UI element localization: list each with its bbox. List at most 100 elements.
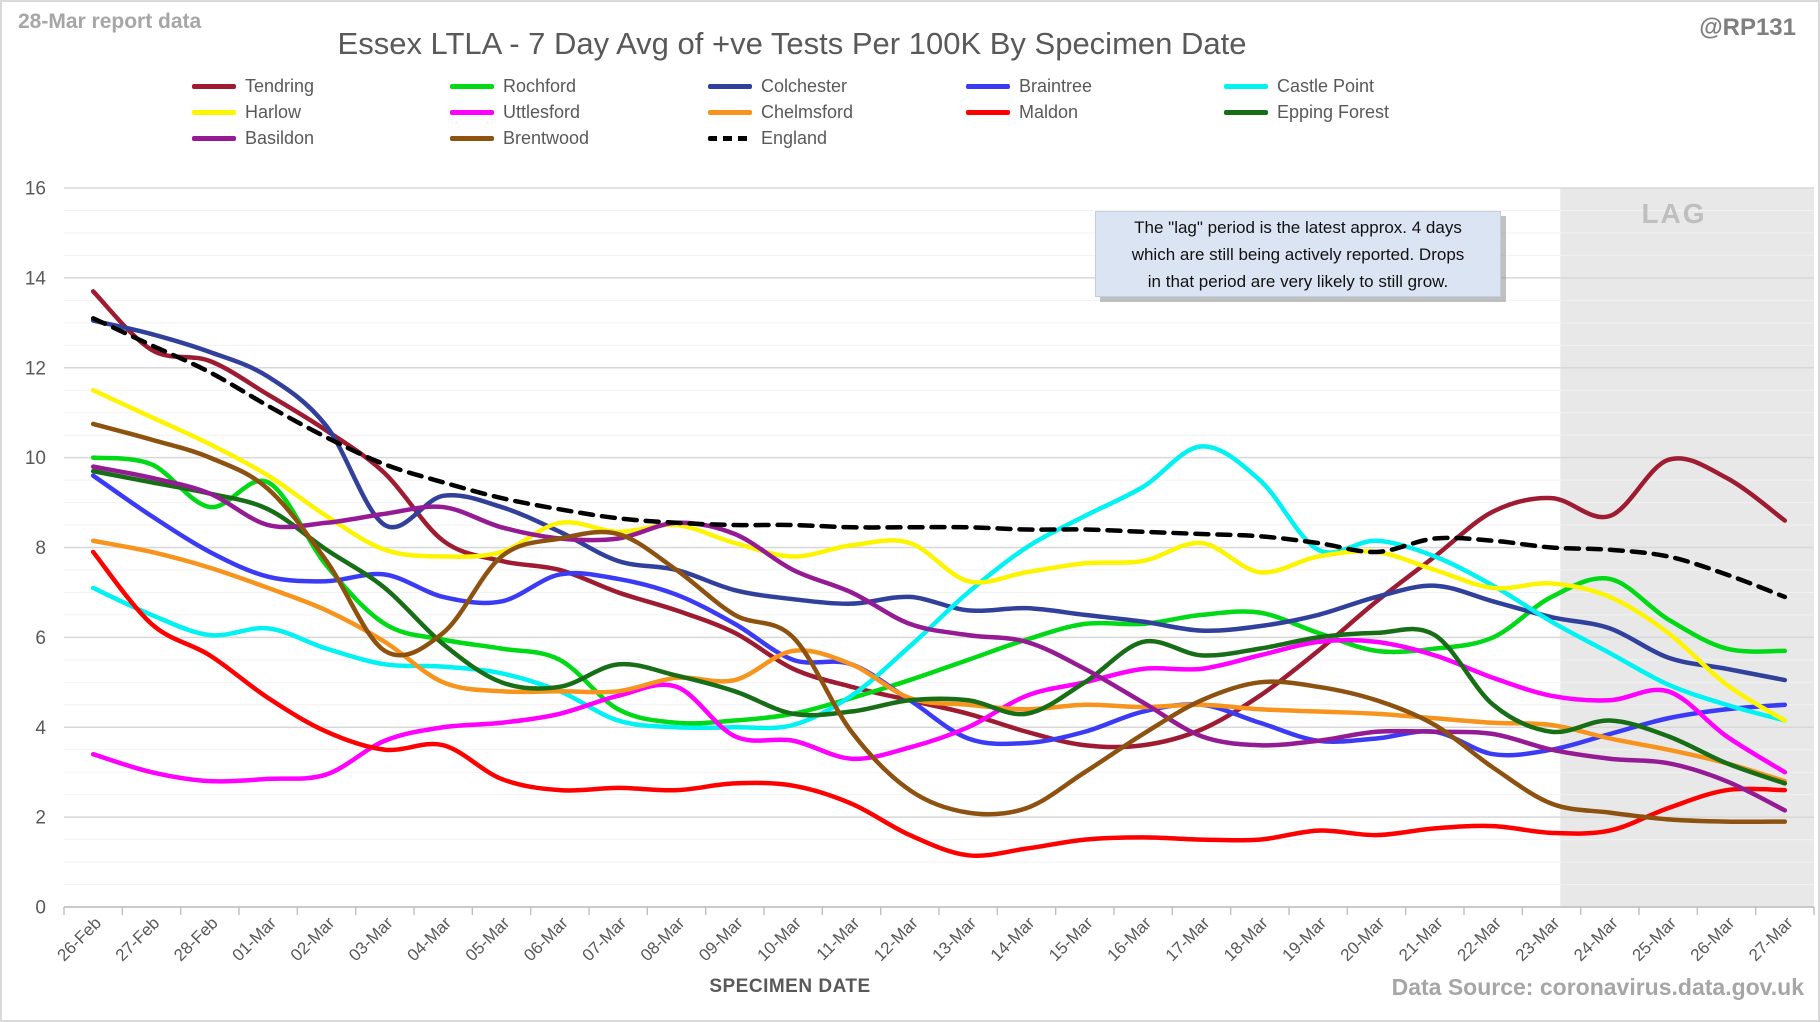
y-tick-label: 0 [35,898,46,919]
legend-label: England [761,127,828,148]
legend-label: Basildon [245,127,315,148]
x-tick-label: 01-Mar [228,913,280,965]
series-line-braintree [90,473,1788,758]
series-line-brentwood [90,421,1788,825]
x-tick-label: 24-Mar [1570,913,1622,965]
page-title: Essex LTLA - 7 Day Avg of +ve Tests Per … [337,26,1247,61]
series-line-chelmsford [90,538,1788,784]
y-tick-label: 4 [35,718,46,739]
legend-item-chelmsford: Chelmsford [708,99,966,125]
annotation-line: The "lag" period is the latest approx. 4… [1134,217,1462,237]
series-line-tendring [90,289,1788,750]
x-tick-label: 02-Mar [287,913,339,965]
legend-label: Harlow [245,101,302,122]
legend-swatch-harlow [192,109,236,115]
legend: Tendring Rochford Colchester Braintree Castl… [192,73,1482,151]
x-tick-label: 21-Mar [1395,913,1447,965]
legend-item-tendring: Tendring [192,73,450,99]
x-tick-label: 06-Mar [520,913,572,965]
legend-swatch-tendring [192,83,236,89]
legend-item-castle-point: Castle Point [1224,73,1482,99]
lag-region-label: LAG [1641,198,1707,229]
x-tick-label: 20-Mar [1337,913,1389,965]
legend-swatch-colchester [708,83,752,89]
legend-label: Castle Point [1277,75,1375,96]
legend-label: Epping Forest [1277,101,1390,122]
x-tick-label: 27-Mar [1745,913,1797,965]
x-tick-label: 10-Mar [753,913,805,965]
x-tick-label: 22-Mar [1453,913,1505,965]
legend-swatch-basildon [192,135,236,141]
legend-item-uttlesford: Uttlesford [450,99,708,125]
x-tick-label: 14-Mar [987,913,1039,965]
x-tick-label: 27-Feb [112,913,164,965]
y-tick-label: 14 [25,268,47,289]
series-line-harlow [90,387,1788,723]
y-tick-label: 8 [35,538,46,559]
x-tick-label: 15-Mar [1045,913,1097,965]
series-line-maldon [90,549,1788,859]
y-tick-label: 6 [35,628,46,649]
x-tick-label: 19-Mar [1278,913,1330,965]
author-handle: @RP131 [1699,14,1796,41]
x-tick-label: 17-Mar [1162,913,1214,965]
legend-label: Uttlesford [503,101,581,122]
series-line-colchester [90,318,1788,683]
y-tick-label: 12 [25,358,46,379]
legend-swatch-brentwood [450,135,494,141]
legend-swatch-braintree [966,83,1010,89]
series-line-england [90,316,1788,600]
series-line-rochford [90,455,1788,726]
x-axis-title: SPECIMEN DATE [709,976,871,997]
y-tick-label: 10 [25,448,46,469]
legend-item-england: England [708,125,966,151]
legend-item-harlow: Harlow [192,99,450,125]
x-tick-label: 09-Mar [695,913,747,965]
legend-item-braintree: Braintree [966,73,1224,99]
x-tick-label: 12-Mar [870,913,922,965]
x-tick-label: 04-Mar [403,913,455,965]
legend-swatch-england [708,135,752,141]
lag-annotation-box: The "lag" period is the latest approx. 4… [1095,211,1501,297]
legend-label: Braintree [1019,75,1093,96]
annotation-line: in that period are very likely to still … [1147,271,1449,291]
x-tick-label: 08-Mar [637,913,689,965]
legend-item-basildon: Basildon [192,125,450,151]
legend-swatch-rochford [450,83,494,89]
x-tick-label: 16-Mar [1103,913,1155,965]
legend-item-rochford: Rochford [450,73,708,99]
legend-item-colchester: Colchester [708,73,966,99]
x-tick-label: 03-Mar [345,913,397,965]
legend-label: Tendring [245,75,315,96]
x-tick-label: 25-Mar [1628,913,1680,965]
legend-swatch-uttlesford [450,109,494,115]
x-tick-label: 05-Mar [462,913,514,965]
x-tick-label: 07-Mar [578,913,630,965]
legend-label: Maldon [1019,101,1079,122]
x-tick-label: 11-Mar [813,913,864,964]
x-tick-label: 18-Mar [1220,913,1272,965]
legend-swatch-castle-point [1224,83,1268,89]
legend-label: Chelmsford [761,101,854,122]
series-line-uttlesford [90,637,1788,784]
y-tick-label: 2 [35,808,46,829]
legend-item-brentwood: Brentwood [450,125,708,151]
annotation-line: which are still being actively reported.… [1131,244,1465,264]
x-tick-label: 26-Mar [1687,913,1739,965]
legend-swatch-maldon [966,109,1010,115]
legend-swatch-epping-forest [1224,109,1268,115]
legend-label: Colchester [761,75,848,96]
legend-label: Brentwood [503,127,590,148]
legend-item-maldon: Maldon [966,99,1224,125]
series-line-basildon [90,464,1788,813]
x-tick-label: 26-Feb [53,913,105,965]
x-tick-label: 13-Mar [928,913,980,965]
x-tick-label: 23-Mar [1512,913,1564,965]
legend-label: Rochford [503,75,577,96]
series-line-epping-forest [90,468,1788,786]
y-tick-label: 16 [25,179,46,200]
report-date-note: 28-Mar report data [18,10,202,33]
legend-swatch-chelmsford [708,109,752,115]
